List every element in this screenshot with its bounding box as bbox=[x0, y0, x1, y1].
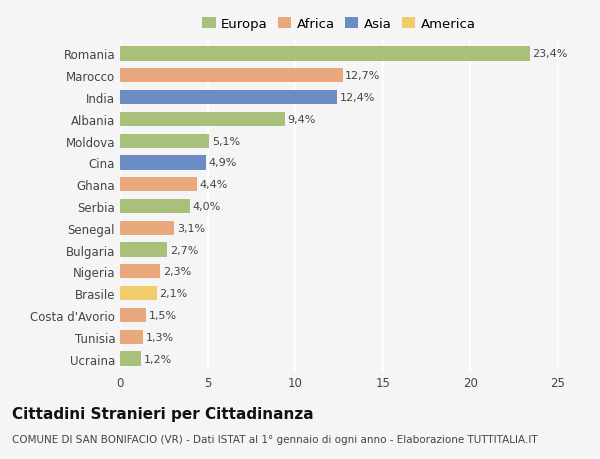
Bar bbox=[120, 47, 530, 62]
Text: 3,1%: 3,1% bbox=[177, 223, 205, 233]
Text: 23,4%: 23,4% bbox=[533, 50, 568, 59]
Text: 1,5%: 1,5% bbox=[149, 310, 177, 320]
Text: 4,4%: 4,4% bbox=[200, 180, 228, 190]
Text: 12,7%: 12,7% bbox=[345, 71, 380, 81]
Bar bbox=[120, 134, 209, 148]
Text: 1,2%: 1,2% bbox=[143, 354, 172, 364]
Text: 2,3%: 2,3% bbox=[163, 267, 191, 277]
Text: 5,1%: 5,1% bbox=[212, 136, 240, 146]
Text: 4,0%: 4,0% bbox=[193, 202, 221, 212]
Bar bbox=[120, 308, 146, 322]
Text: 12,4%: 12,4% bbox=[340, 93, 375, 103]
Bar bbox=[120, 221, 175, 235]
Bar bbox=[120, 243, 167, 257]
Bar bbox=[120, 178, 197, 192]
Bar bbox=[120, 330, 143, 344]
Text: Cittadini Stranieri per Cittadinanza: Cittadini Stranieri per Cittadinanza bbox=[12, 406, 314, 421]
Legend: Europa, Africa, Asia, America: Europa, Africa, Asia, America bbox=[202, 18, 476, 31]
Bar bbox=[120, 286, 157, 301]
Bar bbox=[120, 265, 160, 279]
Text: COMUNE DI SAN BONIFACIO (VR) - Dati ISTAT al 1° gennaio di ogni anno - Elaborazi: COMUNE DI SAN BONIFACIO (VR) - Dati ISTA… bbox=[12, 434, 538, 444]
Bar bbox=[120, 91, 337, 105]
Bar bbox=[120, 69, 343, 83]
Bar bbox=[120, 200, 190, 213]
Text: 2,7%: 2,7% bbox=[170, 245, 199, 255]
Text: 1,3%: 1,3% bbox=[145, 332, 173, 342]
Text: 9,4%: 9,4% bbox=[287, 115, 316, 124]
Bar bbox=[120, 156, 206, 170]
Bar bbox=[120, 352, 141, 366]
Text: 2,1%: 2,1% bbox=[160, 289, 188, 298]
Text: 4,9%: 4,9% bbox=[208, 158, 237, 168]
Bar bbox=[120, 112, 284, 127]
